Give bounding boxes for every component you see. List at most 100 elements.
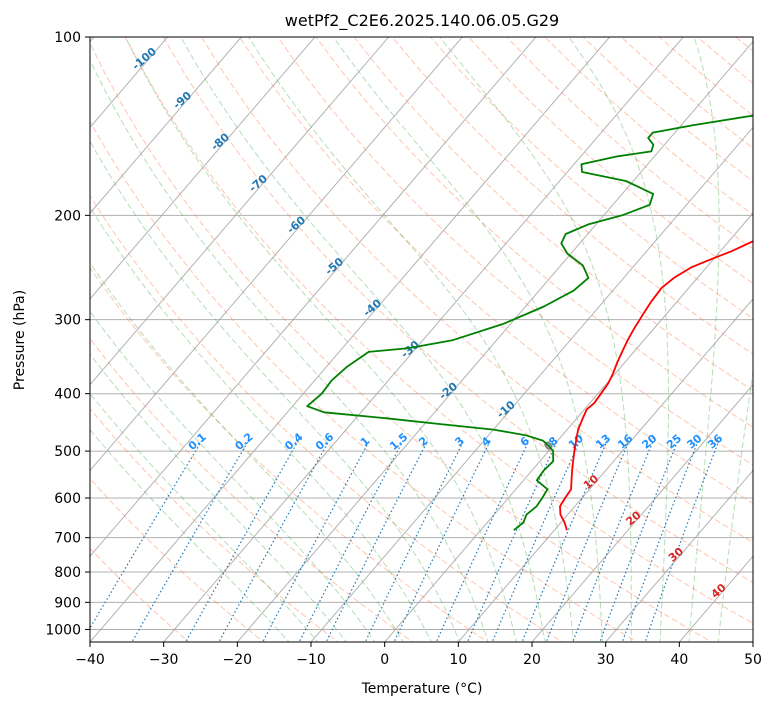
mixing-ratio-line xyxy=(218,440,330,642)
mixing-ratio-label: 0.2 xyxy=(232,430,255,453)
x-tick-label: 10 xyxy=(449,652,467,668)
dry-adiabat xyxy=(90,120,639,642)
isotherm-label: -70 xyxy=(247,172,271,195)
chart-title: wetPf2_C2E6.2025.140.06.05.G29 xyxy=(285,11,559,31)
skewed-isotherm xyxy=(90,37,463,472)
dry-adiabat xyxy=(201,37,753,543)
y-tick-label: 300 xyxy=(54,313,81,329)
dry-adiabat xyxy=(315,37,753,428)
moist-adiabat xyxy=(90,428,290,642)
moist-adiabat xyxy=(90,353,347,642)
dry-adiabat xyxy=(468,37,753,285)
y-tick-label: 200 xyxy=(54,208,81,224)
mixing-ratio-label: 0.1 xyxy=(186,430,209,453)
dry-adiabat xyxy=(90,194,564,642)
mixing-ratio-line xyxy=(572,440,654,642)
x-tick-label: 50 xyxy=(744,652,762,668)
moist-adiabat xyxy=(90,206,432,642)
temperature-profile-line xyxy=(559,240,753,531)
plot-area: 0.1 0.2 0.4 0.6 1 1.5 2 3 4 6 8 10 13 16 20 25 30 36-100-… xyxy=(90,37,753,642)
skewed-isotherm xyxy=(310,126,753,642)
isotherm-label: 30 xyxy=(666,545,686,565)
dry-adiabat xyxy=(90,337,414,642)
dry-adiabat xyxy=(735,37,753,52)
x-tick-label: 0 xyxy=(380,652,389,668)
dry-adiabat xyxy=(90,407,340,642)
dry-adiabat xyxy=(353,37,753,391)
skewed-isotherm xyxy=(384,212,753,642)
y-tick-label: 700 xyxy=(54,531,81,547)
moist-adiabat xyxy=(90,261,404,642)
skewed-isotherm xyxy=(90,37,611,642)
moist-adiabat xyxy=(90,140,461,642)
mixing-ratio-label: 3 xyxy=(453,434,467,449)
skewed-isotherm xyxy=(90,37,242,214)
x-tick-label: 20 xyxy=(523,652,541,668)
y-tick-label: 100 xyxy=(54,30,81,46)
mixing-ratio-label: 30 xyxy=(684,432,704,452)
mixing-ratio-line xyxy=(545,440,630,642)
axes: −40 −30 −20 −10 0 10 20 30 40 50 100 200 300 400 500 60… xyxy=(45,30,762,668)
skewed-isotherm xyxy=(752,641,753,642)
x-tick-label: 40 xyxy=(670,652,688,668)
x-tick-label: −30 xyxy=(149,652,179,668)
mixing-ratio-label: 4 xyxy=(479,434,494,449)
x-tick-label: −20 xyxy=(223,652,253,668)
isotherm-label: -60 xyxy=(285,213,309,236)
plot-frame xyxy=(89,36,754,643)
dry-adiabat xyxy=(90,41,713,642)
isotherm-label: -100 xyxy=(130,45,160,73)
moist-adiabat xyxy=(90,58,489,642)
dry-adiabat xyxy=(277,37,753,466)
mixing-ratio-label: 0.4 xyxy=(282,430,306,453)
mixing-ratio-line xyxy=(185,440,299,642)
dry-adiabat xyxy=(90,477,265,642)
moist-adiabat xyxy=(125,37,518,642)
dry-adiabat xyxy=(239,37,753,504)
skewed-isotherm xyxy=(605,469,753,642)
moist-adiabat xyxy=(568,37,669,642)
mixing-ratio-line xyxy=(644,440,720,642)
mixing-ratio-label: 13 xyxy=(593,432,613,452)
y-tick-label: 900 xyxy=(54,595,81,611)
mixing-ratio-label: 36 xyxy=(705,432,725,452)
y-axis-label: Pressure (hPa) xyxy=(12,290,28,390)
mixing-ratio-line xyxy=(325,440,429,642)
mixing-ratio-line xyxy=(521,440,608,642)
mixing-ratio-line xyxy=(393,440,491,642)
skewed-isotherm xyxy=(90,37,390,386)
y-tick-label: 600 xyxy=(54,491,81,507)
skewed-isotherm xyxy=(531,383,753,642)
mixing-ratio-line xyxy=(491,440,581,642)
moist-adiabat xyxy=(90,392,319,642)
y-tick-label: 1000 xyxy=(45,622,81,638)
mixing-ratio-label: 2 xyxy=(416,434,430,449)
mixing-ratio-label: 1 xyxy=(358,434,372,449)
dry-adiabat xyxy=(697,37,753,84)
dry-adiabat xyxy=(162,37,753,583)
dry-adiabat xyxy=(90,267,489,642)
mixing-ratio-line xyxy=(262,440,371,642)
x-tick-label: 30 xyxy=(597,652,615,668)
dry-adiabat xyxy=(544,37,753,216)
mixing-ratio-line xyxy=(298,440,404,642)
mixing-ratio-line xyxy=(90,440,203,630)
mixing-ratio-label: 20 xyxy=(639,432,659,452)
skewed-isotherm xyxy=(90,37,316,300)
x-tick-label: −40 xyxy=(75,652,105,668)
dewpoint-profile-line xyxy=(306,114,753,531)
skewed-isotherm xyxy=(236,40,753,642)
x-tick-label: −10 xyxy=(296,652,326,668)
mixing-ratio-line xyxy=(435,440,530,642)
skewed-isotherm xyxy=(163,37,684,642)
isotherm-label: 20 xyxy=(624,508,644,528)
skewed-isotherm xyxy=(457,298,753,642)
y-tick-label: 800 xyxy=(54,565,81,581)
moist-adiabat xyxy=(248,37,575,642)
dry-adiabat xyxy=(124,37,753,624)
dry-adiabat xyxy=(506,37,753,250)
skewed-isotherm xyxy=(678,555,753,642)
isotherm-label: -40 xyxy=(361,296,385,319)
isotherm-label: 40 xyxy=(709,581,729,601)
